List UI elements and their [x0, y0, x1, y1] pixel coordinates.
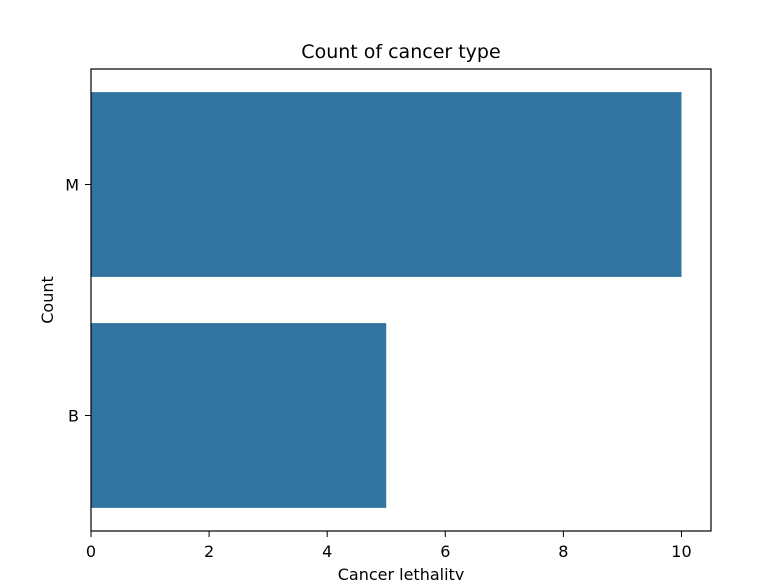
y-tick-label: M — [65, 176, 79, 195]
y-ticks-layer: MB — [65, 176, 91, 426]
x-tick-label: 8 — [558, 542, 568, 561]
plot-frame — [90, 68, 712, 532]
bar-m — [91, 92, 682, 277]
bar-b — [91, 323, 387, 508]
chart-title: Count of cancer type — [301, 41, 500, 63]
y-tick-label: B — [68, 407, 79, 426]
x-axis-label: Cancer lethality — [338, 565, 465, 580]
x-tick-label: 4 — [322, 542, 332, 561]
x-tick-label: 0 — [86, 542, 96, 561]
bars-layer — [91, 92, 682, 508]
x-tick-label: 2 — [204, 542, 214, 561]
y-axis-label: Count — [38, 276, 57, 324]
x-tick-label: 6 — [440, 542, 450, 561]
x-ticks-layer: 0 2 4 6 8 10 — [86, 531, 692, 561]
x-tick-label: 10 — [671, 542, 691, 561]
